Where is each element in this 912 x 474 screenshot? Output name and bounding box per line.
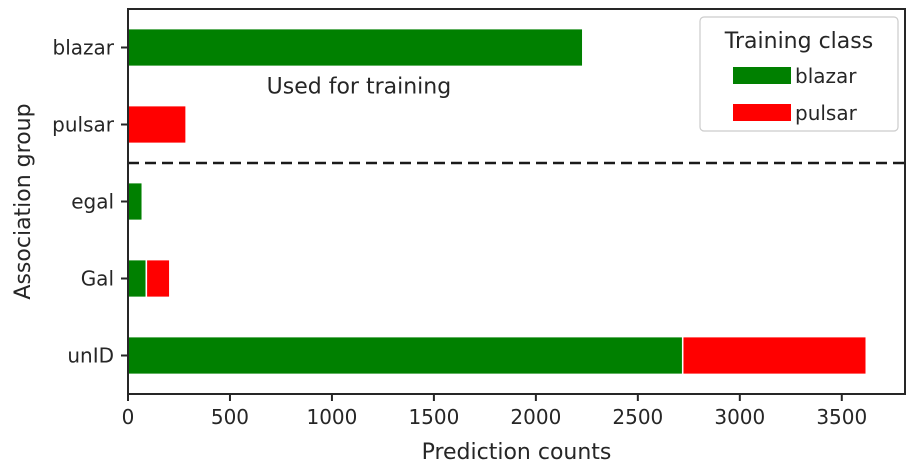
x-tick-label: 0	[122, 405, 135, 429]
legend-box	[699, 16, 899, 132]
bar-egal-blazar	[127, 181, 144, 222]
bar-gal-blazar	[127, 258, 148, 299]
legend-label-pulsar: pulsar	[795, 101, 858, 125]
legend-swatch-pulsar	[733, 104, 791, 121]
x-axis-label: Prediction counts	[422, 440, 612, 465]
x-tick-label: 1500	[408, 405, 459, 429]
bar-unid-pulsar	[681, 335, 868, 376]
x-tick-label: 3000	[714, 405, 765, 429]
bar-blazar-blazar	[127, 27, 584, 68]
annotation-used-for-training: Used for training	[267, 75, 452, 100]
x-tick-label: 3500	[816, 405, 867, 429]
bar-unid-blazar	[127, 335, 684, 376]
legend: Training class blazar pulsar	[699, 16, 899, 132]
x-tick-label: 2000	[510, 405, 561, 429]
x-tick-label: 500	[211, 405, 249, 429]
x-tick-label: 2500	[612, 405, 663, 429]
legend-swatch-blazar	[733, 67, 791, 84]
y-axis-ticks: blazar pulsar egal Gal unID	[52, 36, 128, 368]
bar-gal-pulsar	[145, 258, 171, 299]
legend-label-blazar: blazar	[795, 64, 857, 88]
x-tick-label: 1000	[306, 405, 357, 429]
y-tick-label: Gal	[81, 267, 114, 291]
y-tick-label: pulsar	[52, 113, 115, 137]
y-tick-label: blazar	[53, 36, 115, 60]
y-tick-label: egal	[71, 190, 114, 214]
y-axis-label: Association group	[11, 103, 36, 299]
bar-pulsar-pulsar	[127, 104, 187, 145]
x-axis-ticks: 0 500 1000 1500 2000 2500 3000 3500	[122, 394, 867, 429]
y-tick-label: unID	[67, 344, 114, 368]
bars-layer	[127, 27, 868, 376]
legend-title: Training class	[724, 29, 873, 54]
